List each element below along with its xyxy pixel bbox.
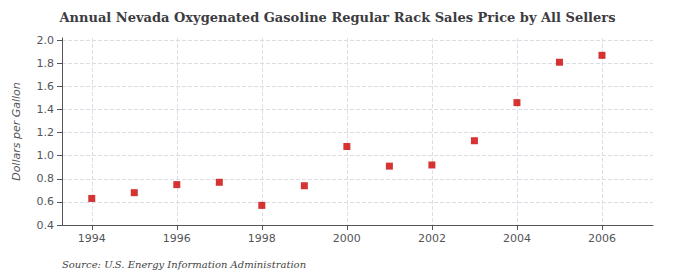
svg-text:2004: 2004: [503, 232, 531, 245]
svg-text:Annual Nevada Oxygenated Gasol: Annual Nevada Oxygenated Gasoline Regula…: [59, 10, 616, 25]
svg-text:0.8: 0.8: [37, 172, 55, 185]
svg-text:0.4: 0.4: [37, 219, 55, 232]
svg-text:2.0: 2.0: [37, 34, 55, 47]
svg-text:2006: 2006: [588, 232, 616, 245]
svg-text:1.4: 1.4: [37, 103, 55, 116]
svg-text:Dollars per Gallon: Dollars per Gallon: [10, 82, 23, 181]
svg-text:1.2: 1.2: [37, 126, 55, 139]
svg-text:1994: 1994: [78, 232, 106, 245]
svg-text:Source: U.S. Energy Informatio: Source: U.S. Energy Information Administ…: [62, 259, 306, 270]
svg-text:0.6: 0.6: [37, 195, 55, 208]
svg-text:1996: 1996: [163, 232, 191, 245]
svg-text:1.0: 1.0: [37, 149, 55, 162]
svg-text:1.8: 1.8: [37, 57, 55, 70]
svg-text:1.6: 1.6: [37, 80, 55, 93]
svg-text:2002: 2002: [418, 232, 446, 245]
svg-text:2000: 2000: [333, 232, 361, 245]
svg-text:1998: 1998: [248, 232, 276, 245]
